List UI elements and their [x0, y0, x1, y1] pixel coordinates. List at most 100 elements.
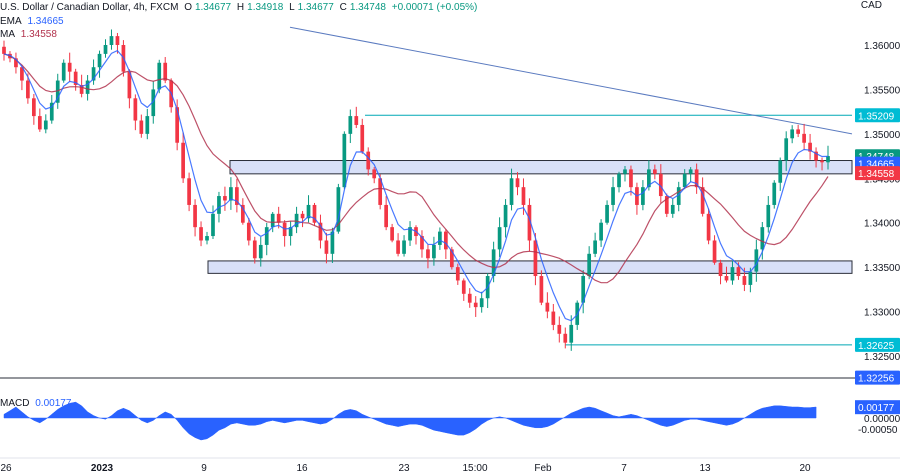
candle-body	[217, 196, 221, 214]
candle-body	[766, 204, 771, 228]
candle-body	[420, 236, 424, 250]
candle-body	[205, 236, 209, 241]
candle-body	[593, 240, 597, 254]
candle-body	[730, 267, 735, 281]
candle-body	[61, 62, 66, 81]
candle-body	[784, 138, 789, 161]
candle-body	[43, 120, 48, 130]
candle-body	[521, 187, 526, 205]
candle-body	[336, 187, 341, 232]
open-value: 1.34677	[194, 2, 232, 13]
candle-body	[551, 311, 556, 325]
macd-zero-label: 0.00000	[864, 414, 900, 425]
candle-body	[2, 46, 6, 54]
price-badge	[855, 370, 900, 385]
candle-body	[85, 80, 90, 94]
candle-body	[647, 169, 651, 188]
candle-body	[712, 240, 717, 263]
candle-body	[563, 333, 568, 343]
candle-body	[790, 129, 795, 139]
candle-body	[193, 204, 197, 228]
time-tick-label: 9	[201, 463, 207, 474]
candle-body	[718, 262, 723, 277]
candle-body	[181, 142, 185, 179]
candle-body	[724, 276, 729, 281]
time-tick-label: 7	[621, 463, 627, 474]
candle-body	[599, 222, 603, 241]
candle-body	[754, 249, 759, 272]
candle-body	[73, 71, 78, 85]
candle-body	[503, 204, 508, 228]
candle-body	[324, 240, 329, 254]
candle-body	[557, 324, 562, 334]
candle-body	[432, 244, 436, 259]
time-tick-label: 23	[398, 463, 410, 474]
candle-body	[473, 302, 478, 308]
candle-body	[20, 67, 24, 81]
candle-body	[354, 116, 359, 125]
candle-body	[706, 213, 711, 241]
candle-body	[32, 98, 36, 117]
candle-body	[187, 178, 191, 205]
candle-body	[211, 213, 215, 237]
candle-body	[139, 120, 144, 134]
price-tick-label: 1.35500	[864, 85, 900, 96]
candle-body	[509, 178, 514, 205]
candle-body	[700, 187, 705, 214]
candle-body	[235, 187, 239, 205]
time-tick-label: 15:00	[462, 463, 487, 474]
candle-body	[629, 169, 633, 188]
candle-body	[97, 53, 102, 68]
candle-body	[360, 124, 365, 152]
candle-body	[641, 187, 645, 205]
candle-body	[652, 169, 657, 174]
candle-body	[342, 133, 347, 188]
macd-legend[interactable]: MACD 0.00177	[0, 397, 74, 410]
macd-value-badge	[855, 400, 900, 415]
candle-body	[127, 71, 132, 99]
candle-body	[163, 62, 168, 81]
macd-area	[3, 401, 817, 441]
ema-legend[interactable]: EMA 1.34665	[0, 15, 67, 28]
macd-value: 0.00177	[35, 398, 72, 409]
candle-body	[240, 204, 245, 223]
candle-body	[670, 204, 675, 214]
candle-body	[533, 240, 538, 277]
candle-body	[312, 204, 317, 223]
candle-body	[378, 178, 383, 205]
candle-body	[14, 58, 18, 68]
high-value: 1.34918	[247, 2, 284, 13]
candle-body	[115, 36, 120, 45]
symbol-title[interactable]: U.S. Dollar / Canadian Dollar, 4h, FXCM	[0, 2, 179, 13]
time-tick-label: 20	[799, 463, 811, 474]
ema-label: EMA	[0, 16, 22, 27]
candle-body	[748, 271, 753, 285]
candle-body	[772, 182, 777, 205]
low-label: L	[289, 2, 295, 13]
price-badge-label: 1.35209	[858, 111, 895, 122]
candle-body	[491, 249, 496, 277]
candle-body	[318, 222, 323, 241]
candle-body	[449, 249, 454, 268]
candle-body	[151, 89, 156, 117]
close-label: C	[339, 2, 347, 13]
candle-body	[605, 204, 609, 223]
macd-value-badge-label: 0.00177	[858, 403, 895, 414]
candle-body	[396, 240, 400, 254]
high-label: H	[236, 2, 245, 13]
candle-body	[103, 45, 108, 54]
candle-body	[246, 222, 251, 241]
candle-body	[611, 187, 615, 205]
candle-body	[742, 276, 747, 285]
ma-legend[interactable]: MA 1.34558	[0, 28, 60, 41]
candle-body	[306, 204, 311, 219]
ma-line	[3, 53, 829, 284]
open-label: O	[184, 2, 192, 13]
candle-body	[796, 129, 800, 134]
candle-body	[802, 133, 806, 143]
candle-body	[348, 116, 353, 134]
time-tick-label: 26	[0, 463, 12, 474]
candle-body	[258, 244, 263, 259]
price-badge	[855, 166, 900, 181]
